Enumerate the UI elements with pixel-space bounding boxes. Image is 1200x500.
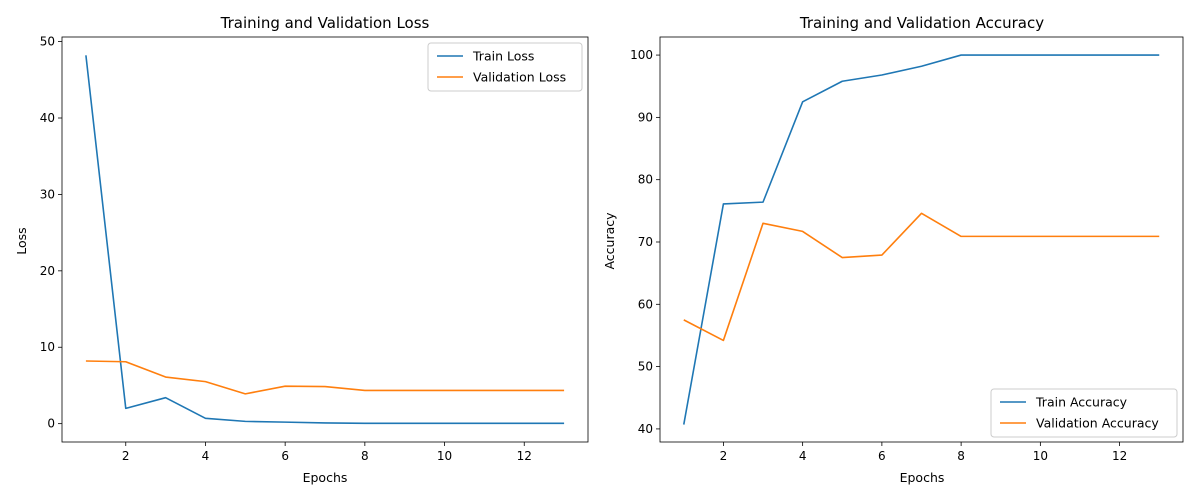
loss-chart: Training and Validation Loss Epochs Loss… xyxy=(14,14,589,485)
series-line-1 xyxy=(85,360,565,395)
y-tick-label: 80 xyxy=(638,173,653,187)
plot-area: 2 4 6 8 10 12 40 50 60 70 80 90 100 Train Accuracy Val… xyxy=(630,36,1184,463)
y-tick-label: 10 xyxy=(40,340,55,354)
axes-frame xyxy=(61,36,589,443)
y-tick-label: 90 xyxy=(638,110,653,124)
accuracy-chart: Training and Validation Accuracy Epochs … xyxy=(602,14,1184,485)
series-line-1 xyxy=(683,212,1160,342)
y-tick-label: 100 xyxy=(630,48,653,62)
legend-box xyxy=(427,42,583,92)
y-axis-label: Loss xyxy=(14,227,29,254)
x-tick-label: 2 xyxy=(720,449,728,463)
plot-area: 2 4 6 8 10 12 0 10 20 30 40 50 Train Loss Validation … xyxy=(40,35,589,463)
legend-label: Train Accuracy xyxy=(1035,395,1128,410)
x-tick-label: 12 xyxy=(517,449,532,463)
x-axis-label: Epochs xyxy=(900,470,945,485)
chart-title: Training and Validation Loss xyxy=(220,14,430,32)
chart-title: Training and Validation Accuracy xyxy=(799,14,1044,32)
x-tick-label: 4 xyxy=(799,449,807,463)
y-tick-label: 50 xyxy=(40,35,55,49)
legend: Train Loss Validation Loss xyxy=(427,42,583,92)
legend-label: Validation Accuracy xyxy=(1036,416,1159,431)
y-tick-label: 50 xyxy=(638,360,653,374)
x-tick-label: 10 xyxy=(437,449,452,463)
y-tick-label: 70 xyxy=(638,235,653,249)
x-tick-label: 10 xyxy=(1033,449,1048,463)
y-tick-label: 30 xyxy=(40,187,55,201)
x-tick-label: 2 xyxy=(122,449,130,463)
x-tick-label: 12 xyxy=(1112,449,1127,463)
x-axis-label: Epochs xyxy=(303,470,348,485)
x-tick-label: 8 xyxy=(361,449,369,463)
series-line-0 xyxy=(682,54,1160,425)
axes-frame xyxy=(659,36,1184,443)
y-axis-label: Accuracy xyxy=(602,212,617,270)
y-tick-label: 20 xyxy=(40,264,55,278)
y-tick-label: 0 xyxy=(47,417,55,431)
x-tick-label: 6 xyxy=(878,449,886,463)
legend: Train Accuracy Validation Accuracy xyxy=(990,388,1178,438)
legend-box xyxy=(990,388,1178,438)
x-tick-label: 6 xyxy=(281,449,289,463)
x-tick-label: 8 xyxy=(957,449,965,463)
y-tick-label: 40 xyxy=(40,111,55,125)
legend-label: Validation Loss xyxy=(473,70,566,85)
y-tick-label: 60 xyxy=(638,297,653,311)
x-tick-label: 4 xyxy=(202,449,210,463)
series-line-0 xyxy=(85,55,565,425)
y-tick-label: 40 xyxy=(638,422,653,436)
legend-label: Train Loss xyxy=(472,49,534,64)
